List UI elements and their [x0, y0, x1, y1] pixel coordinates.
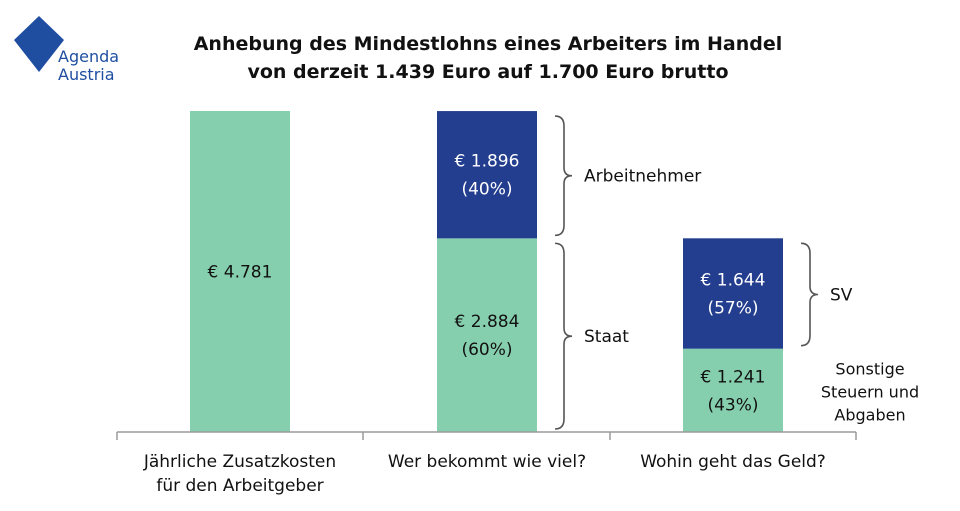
brace-bar-3-segment-2	[800, 242, 819, 347]
bar-2-segment-1-data-label-line-2: (60%)	[461, 340, 512, 360]
x-tick-label-2-line-1: Wer bekommt wie viel?	[388, 452, 586, 472]
bar-2-segment-2-data-label-line-2: (40%)	[461, 180, 512, 200]
bar-3-segment-1	[683, 348, 783, 432]
x-tick-label-1-line-2: für den Arbeitgeber	[156, 476, 323, 496]
brace-bar-2-segment-1	[554, 242, 573, 430]
brace-bar-2-segment-2	[554, 115, 573, 237]
bar-3-segment-1-data-label-line-2: (43%)	[707, 395, 758, 415]
bar-2-segment-1	[437, 238, 537, 432]
chart-title-line-2: von derzeit 1.439 Euro auf 1.700 Euro br…	[247, 61, 728, 83]
chart-title-line-1: Anhebung des Mindestlohns eines Arbeiter…	[194, 33, 783, 55]
brace-label-bar-2-segment-1-line-1: Staat	[584, 327, 629, 347]
x-tick-label-3-line-1: Wohin geht das Geld?	[640, 452, 826, 472]
brace-label-bar-2-segment-2-line-1: Arbeitnehmer	[584, 167, 701, 187]
bar-3-segment-2-data-label-line-2: (57%)	[707, 298, 758, 318]
x-tick-label-1-line-1: Jährliche Zusatzkosten	[143, 452, 336, 472]
side-label-bar-3-segment-1-line-1: Sonstige	[835, 360, 904, 379]
side-label-bar-3-segment-1-line-2: Steuern und	[821, 383, 919, 402]
logo-diamond-icon	[14, 16, 64, 72]
logo-text-line1: Agenda	[58, 47, 119, 66]
bar-2-segment-1-data-label-line-1: € 2.884	[455, 312, 520, 332]
bar-2-segment-2	[437, 111, 537, 239]
agenda-austria-logo: Agenda Austria	[14, 16, 119, 84]
bar-1-segment-1-data-label-line-1: € 4.781	[208, 262, 273, 282]
logo-text-line2: Austria	[58, 65, 115, 84]
plot-area: € 4.781 € 2.884 (60%) Staat € 1.896 (40%) Arbe…	[116, 111, 919, 496]
bar-1-segment-1	[190, 111, 290, 432]
bar-2-segment-2-data-label-line-1: € 1.896	[455, 152, 520, 172]
bar-3-segment-1-data-label-line-1: € 1.241	[701, 367, 766, 387]
bar-3-segment-2-data-label-line-1: € 1.644	[701, 270, 766, 290]
bar-3-segment-2	[683, 238, 783, 349]
brace-label-bar-3-segment-2-line-1: SV	[830, 285, 853, 305]
side-label-bar-3-segment-1-line-3: Abgaben	[834, 406, 905, 425]
